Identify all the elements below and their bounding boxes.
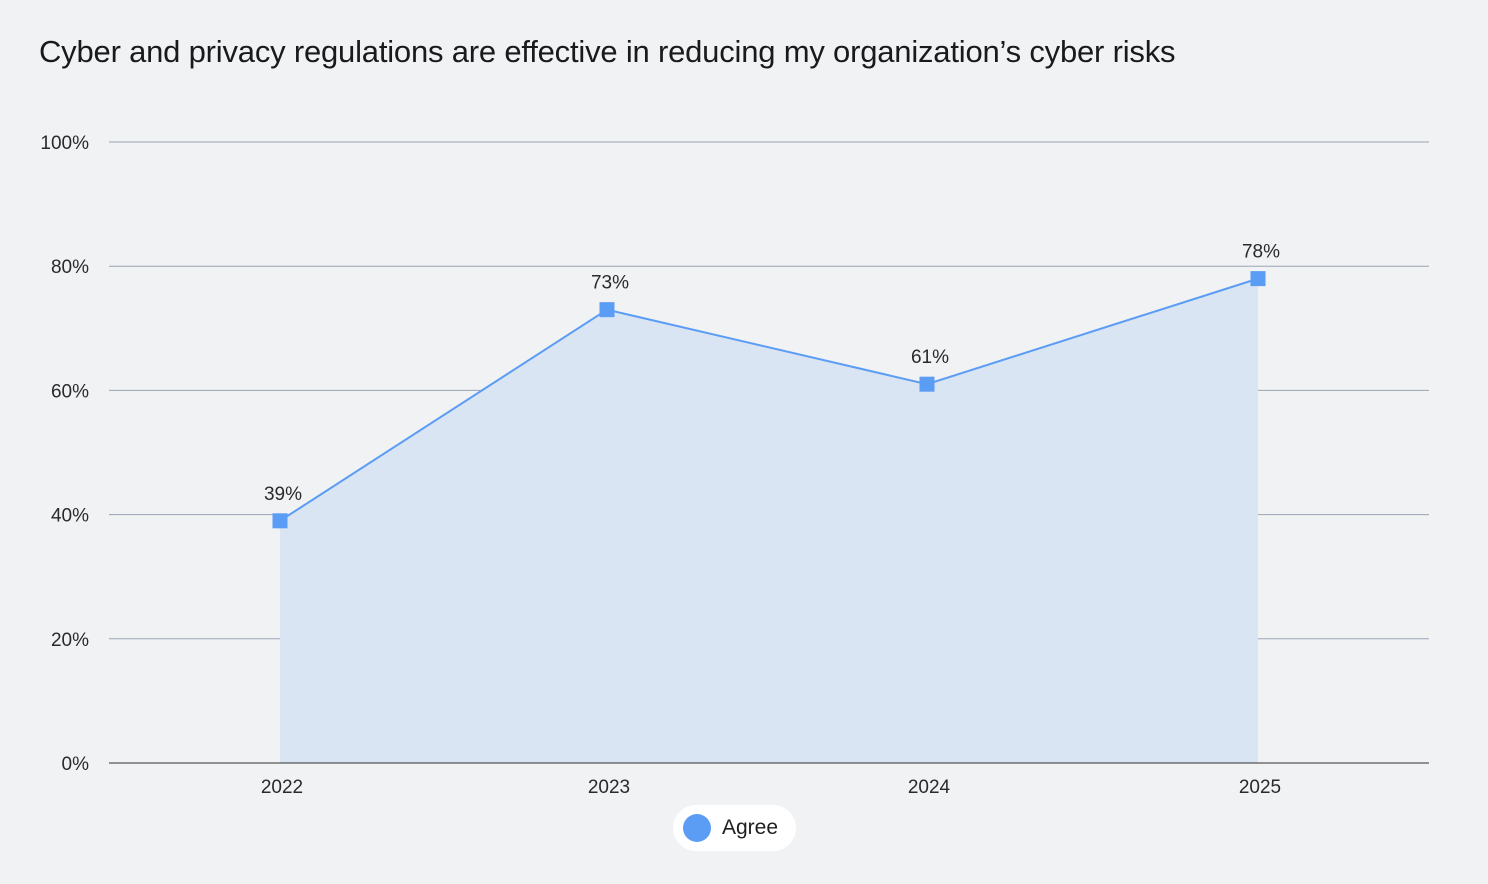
- y-axis-tick-labels: 0% 20% 40% 60% 80% 100%: [40, 133, 89, 775]
- line-agree: [279, 277, 1259, 522]
- data-label-2022: 39%: [264, 484, 302, 505]
- x-axis-tick-labels: 2022 2023 2024 2025: [261, 777, 1281, 798]
- data-label-2024: 61%: [911, 347, 949, 368]
- series-line: [279, 277, 1259, 522]
- series-markers: [272, 271, 1266, 529]
- y-tick-label-0: 0%: [62, 754, 90, 775]
- y-tick-label-80: 80%: [51, 257, 89, 278]
- x-tick-label-2024: 2024: [908, 777, 951, 798]
- data-label-2023: 73%: [591, 273, 629, 294]
- legend[interactable]: Agree: [673, 805, 796, 851]
- x-tick-label-2022: 2022: [261, 777, 303, 798]
- data-labels: 39% 73% 61% 78%: [264, 242, 1280, 505]
- marker-2025[interactable]: [1250, 271, 1266, 287]
- marker-2022[interactable]: [272, 513, 288, 529]
- y-tick-label-100: 100%: [40, 133, 89, 154]
- y-tick-label-60: 60%: [51, 381, 89, 402]
- area-agree: [280, 278, 1258, 763]
- data-label-2025: 78%: [1242, 242, 1280, 263]
- x-tick-label-2023: 2023: [588, 777, 630, 798]
- chart-title: Cyber and privacy regulations are effect…: [39, 34, 1176, 69]
- marker-2024[interactable]: [919, 376, 935, 392]
- x-tick-label-2025: 2025: [1239, 777, 1281, 798]
- legend-swatch-agree: [683, 814, 711, 842]
- legend-label-agree: Agree: [722, 816, 779, 839]
- y-tick-label-20: 20%: [51, 630, 89, 651]
- y-tick-label-40: 40%: [51, 506, 89, 527]
- area-fill: [280, 278, 1258, 763]
- marker-2023[interactable]: [599, 302, 615, 318]
